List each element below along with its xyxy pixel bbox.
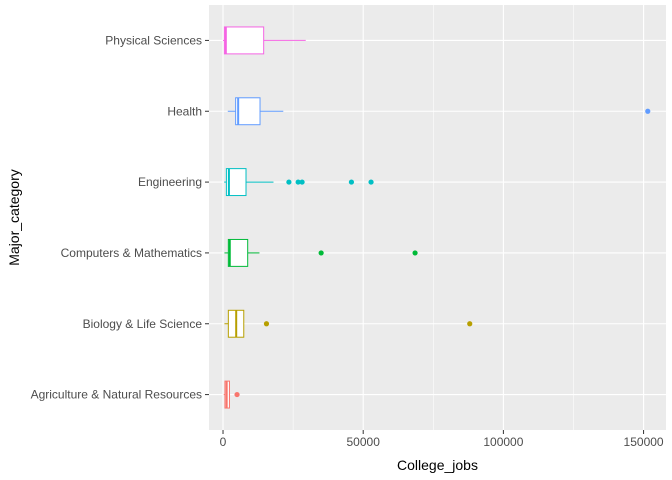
x-axis-title: College_jobs — [397, 457, 478, 473]
box-iqr — [227, 238, 249, 267]
outlier-point — [368, 179, 374, 185]
x-tick-label: 50000 — [347, 435, 381, 449]
y-tick-label: Biology & Life Science — [83, 317, 203, 331]
box-computers-mathematics — [224, 238, 418, 267]
x-tick-label: 0 — [220, 435, 227, 449]
outlier-point — [286, 179, 292, 185]
y-axis-title: Major_category — [6, 169, 22, 266]
x-tick-label: 100000 — [483, 435, 523, 449]
outlier-point — [318, 250, 324, 256]
box-iqr — [235, 97, 261, 126]
box-engineering — [224, 168, 374, 197]
box-iqr — [225, 168, 247, 197]
outlier-point — [645, 108, 651, 114]
outlier-point — [467, 321, 473, 327]
outlier-point — [263, 321, 270, 327]
outlier-point — [234, 391, 240, 398]
box-agriculture-natural-resources — [223, 380, 240, 409]
box-physical-sciences — [223, 26, 306, 55]
y-tick-label: Computers & Mathematics — [61, 246, 202, 260]
grid-lines — [209, 5, 666, 430]
y-tick-label: Physical Sciences — [105, 33, 202, 47]
box-layer — [223, 26, 651, 409]
box-health — [227, 97, 651, 126]
box-biology-life-science — [224, 309, 473, 338]
outlier-point — [348, 179, 355, 185]
outlier-point — [299, 179, 305, 185]
y-axis-ticks: Agriculture & Natural Resources Biology &… — [31, 33, 209, 402]
y-tick-label: Health — [167, 104, 202, 118]
y-tick-label: Agriculture & Natural Resources — [31, 388, 202, 402]
box-iqr — [223, 26, 265, 55]
plot-panel — [209, 5, 666, 430]
outlier-point — [295, 179, 301, 185]
outlier-point — [412, 250, 418, 256]
x-tick-label: 150000 — [624, 435, 664, 449]
y-tick-label: Engineering — [138, 175, 202, 189]
x-axis-ticks: 0 50000 100000 150000 — [220, 430, 664, 449]
